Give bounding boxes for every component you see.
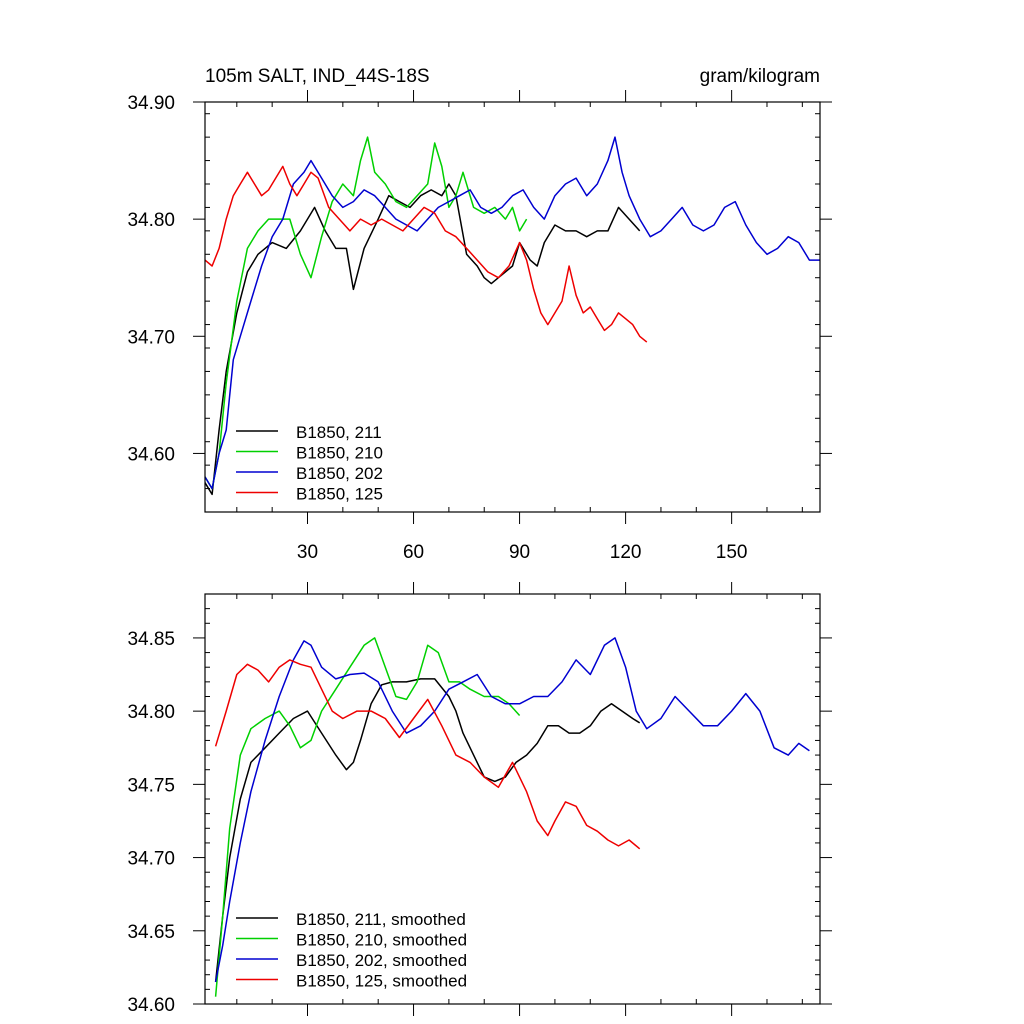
series-line bbox=[214, 637, 810, 983]
y-tick-label: 34.75 bbox=[127, 775, 175, 796]
legend-label: B1850, 211 bbox=[296, 423, 382, 442]
axis-ticks: 34.60 34.65 34.70 34.75 34.80 34.85 bbox=[127, 582, 832, 1016]
series-line bbox=[204, 183, 641, 496]
x-tick-label: 30 bbox=[297, 542, 318, 563]
series-layer bbox=[214, 637, 810, 997]
y-tick-label: 34.85 bbox=[127, 629, 175, 650]
legend-label: B1850, 202, smoothed bbox=[296, 951, 467, 970]
bottom-smoothed-panel: 34.60 34.65 34.70 34.75 34.80 34.85 B1850, 21… bbox=[127, 582, 832, 1016]
legend-label: B1850, 210 bbox=[296, 444, 383, 463]
series-line bbox=[214, 659, 641, 850]
x-tick-label: 90 bbox=[509, 542, 530, 563]
series-layer bbox=[204, 136, 820, 496]
y-tick-label: 34.80 bbox=[127, 210, 175, 231]
series-line bbox=[204, 136, 820, 490]
series-line bbox=[214, 637, 521, 997]
legend-label: B1850, 125, smoothed bbox=[296, 972, 467, 991]
legend-label: B1850, 210, smoothed bbox=[296, 931, 467, 950]
units-label: gram/kilogram bbox=[700, 66, 820, 87]
x-tick-label: 150 bbox=[716, 542, 748, 563]
series-line bbox=[204, 136, 528, 490]
legend: B1850, 211, smoothed B1850, 210, smoothed… bbox=[236, 910, 467, 991]
plot-frame bbox=[204, 101, 821, 513]
y-tick-label: 34.70 bbox=[127, 849, 175, 870]
y-tick-label: 34.80 bbox=[127, 702, 175, 723]
y-tick-label: 34.90 bbox=[127, 93, 175, 114]
y-tick-label: 34.60 bbox=[127, 444, 175, 465]
series-line bbox=[204, 165, 648, 343]
x-tick-label: 120 bbox=[610, 542, 642, 563]
legend-label: B1850, 211, smoothed bbox=[296, 910, 466, 929]
axis-ticks: 30 60 90 120 150 34.60 34.70 34.80 34.90 bbox=[127, 90, 832, 563]
top-salinity-panel: 105m SALT, IND_44S-18S gram/kilogram 30 6… bbox=[127, 66, 832, 563]
chart-title: 105m SALT, IND_44S-18S bbox=[205, 66, 430, 87]
legend-label: B1850, 125 bbox=[296, 485, 383, 504]
series-line bbox=[214, 678, 641, 983]
y-tick-label: 34.60 bbox=[127, 995, 175, 1016]
x-tick-label: 60 bbox=[403, 542, 424, 563]
legend-label: B1850, 202 bbox=[296, 464, 383, 483]
y-tick-label: 34.65 bbox=[127, 922, 175, 943]
plot-frame bbox=[204, 593, 821, 1005]
y-tick-label: 34.70 bbox=[127, 327, 175, 348]
